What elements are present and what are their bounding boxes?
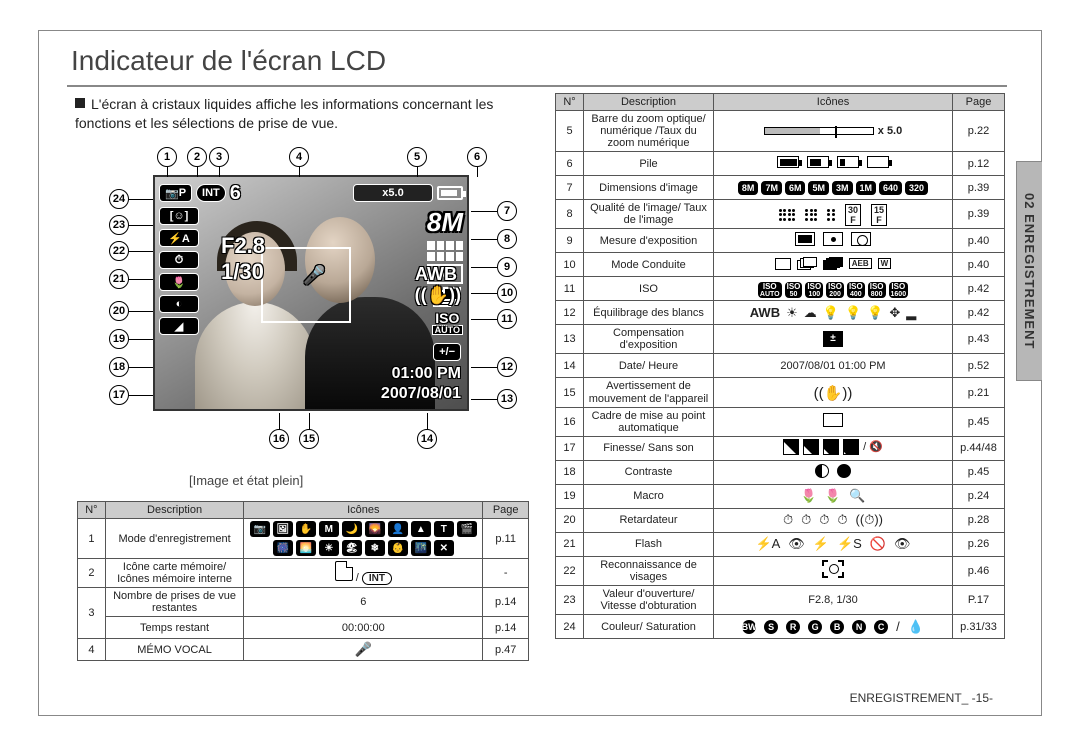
- th-page: Page: [483, 502, 529, 519]
- callout-4: 4: [289, 147, 309, 167]
- page-footer: ENREGISTREMENT_ -15-: [850, 691, 993, 705]
- table-row: 16Cadre de mise au point automatique p.4…: [556, 407, 1005, 436]
- callout-2: 2: [187, 147, 207, 167]
- callout-1: 1: [157, 147, 177, 167]
- flash-auto-icon: ⚡A: [159, 229, 199, 247]
- table-row: 12Équilibrage des blancs AWB ☀ ☁ 💡 💡 💡 ✥…: [556, 301, 1005, 325]
- diagram-caption: [Image et état plein]: [189, 473, 303, 488]
- table-row: 22Reconnaissance de visages p.46: [556, 556, 1005, 585]
- callout-24: 24: [109, 189, 129, 209]
- contrast-icon: ◐: [159, 295, 199, 313]
- awb-icon: AWB: [415, 264, 457, 285]
- callout-14: 14: [417, 429, 437, 449]
- table-row: 21Flash ⚡A👁⚡⚡S🚫👁p.26: [556, 532, 1005, 556]
- table-row: 11ISO ISOAUTOISO50ISO100ISO200ISO400ISO8…: [556, 277, 1005, 301]
- callout-6: 6: [467, 147, 487, 167]
- quality-icon: [427, 241, 463, 261]
- table-row: 9Mesure d'exposition p.40: [556, 229, 1005, 253]
- th-desc: Description: [105, 502, 244, 519]
- osd-right-column: 8M ISOAUTO AWB: [415, 207, 463, 335]
- th-n: N°: [78, 502, 106, 519]
- manual-page: Indicateur de l'écran LCD L'écran à cris…: [38, 30, 1042, 716]
- face-detect-icon: [☺]: [159, 207, 199, 225]
- lcd-screen: 📷P INT 6 x5.0 F2.8 1/30 🎤 [☺] ⚡A ⏱ 🌷 ◐ ◢…: [153, 175, 469, 411]
- intro-text: L'écran à cristaux liquides affiche les …: [75, 95, 535, 133]
- table-row: 14Date/ Heure 2007/08/01 01:00 PMp.52: [556, 354, 1005, 378]
- callout-21: 21: [109, 269, 129, 289]
- table-row: 19Macro 🌷🌷🔍p.24: [556, 484, 1005, 508]
- zoom-indicator: x5.0: [353, 184, 433, 202]
- callout-19: 19: [109, 329, 129, 349]
- mode-icon: 📷P: [159, 184, 192, 202]
- callout-3: 3: [209, 147, 229, 167]
- callout-16: 16: [269, 429, 289, 449]
- table-row: 8Qualité de l'image/ Taux de l'image 30F…: [556, 200, 1005, 229]
- shot-count: 6: [230, 182, 241, 205]
- shutter-value: 1/30: [221, 259, 264, 285]
- callout-11: 11: [497, 309, 517, 329]
- callout-20: 20: [109, 301, 129, 321]
- callout-5: 5: [407, 147, 427, 167]
- callout-23: 23: [109, 215, 129, 235]
- callout-10: 10: [497, 283, 517, 303]
- table-row: 6Pile p.12: [556, 152, 1005, 176]
- th-icons: Icônes: [714, 94, 953, 111]
- callout-15: 15: [299, 429, 319, 449]
- callout-13: 13: [497, 389, 517, 409]
- th-page: Page: [953, 94, 1005, 111]
- osd-top-bar: 📷P INT 6 x5.0: [159, 181, 463, 205]
- ev-comp-icon: +/−: [433, 342, 461, 361]
- th-icons: Icônes: [244, 502, 483, 519]
- table-row: 20Retardateur ⏱⏱⏱⏱((⏱))p.28: [556, 508, 1005, 532]
- megapixel-icon: 8M: [427, 207, 463, 238]
- callout-17: 17: [109, 385, 129, 405]
- callout-18: 18: [109, 357, 129, 377]
- table-row: 13Compensation d'exposition p.43: [556, 325, 1005, 354]
- table-row: 18Contraste p.45: [556, 460, 1005, 484]
- section-tab: 02 ENREGISTREMENT: [1016, 161, 1042, 381]
- table-row: 10Mode Conduite AEBWp.40: [556, 253, 1005, 277]
- date-display: 2007/08/01: [381, 385, 461, 403]
- table-row: 24Couleur/ Saturation BWSRGBNC / 💧p.31/3…: [556, 615, 1005, 639]
- table-row: 15Avertissement de mouvement de l'appare…: [556, 378, 1005, 407]
- aperture-value: F2.8: [221, 233, 265, 259]
- callout-9: 9: [497, 257, 517, 277]
- legend-table-left: N° Description Icônes Page 1Mode d'enreg…: [77, 501, 529, 661]
- bullet-icon: [75, 98, 85, 108]
- title-divider: [67, 85, 1007, 87]
- table-row: 7Dimensions d'image 8M7M6M5M3M1M640320p.…: [556, 176, 1005, 200]
- callout-22: 22: [109, 241, 129, 261]
- table-row: 17Finesse/ Sans son / 🔇p.44/48: [556, 436, 1005, 460]
- time-display: 01:00 PM: [392, 365, 461, 383]
- iso-icon: ISOAUTO: [432, 312, 463, 335]
- shake-warning-icon: ((✋)): [415, 285, 461, 306]
- battery-icon: [437, 186, 463, 200]
- th-desc: Description: [584, 94, 714, 111]
- callout-12: 12: [497, 357, 517, 377]
- self-timer-icon: ⏱: [159, 251, 199, 269]
- osd-left-column: [☺] ⚡A ⏱ 🌷 ◐ ◢: [159, 207, 207, 335]
- table-row: 23Valeur d'ouverture/ Vitesse d'obturati…: [556, 585, 1005, 614]
- page-title: Indicateur de l'écran LCD: [71, 45, 386, 77]
- legend-table-right: N° Description Icônes Page 5Barre du zoo…: [555, 93, 1005, 639]
- table-row: 5Barre du zoom optique/ numérique /Taux …: [556, 111, 1005, 152]
- sharpness-icon: ◢: [159, 317, 199, 335]
- callout-7: 7: [497, 201, 517, 221]
- mic-icon: 🎤: [303, 265, 325, 286]
- macro-icon: 🌷: [159, 273, 199, 291]
- intro-content: L'écran à cristaux liquides affiche les …: [75, 96, 493, 131]
- lcd-diagram: 📷P INT 6 x5.0 F2.8 1/30 🎤 [☺] ⚡A ⏱ 🌷 ◐ ◢…: [99, 143, 539, 453]
- th-n: N°: [556, 94, 584, 111]
- memory-icon: INT: [196, 184, 226, 202]
- callout-8: 8: [497, 229, 517, 249]
